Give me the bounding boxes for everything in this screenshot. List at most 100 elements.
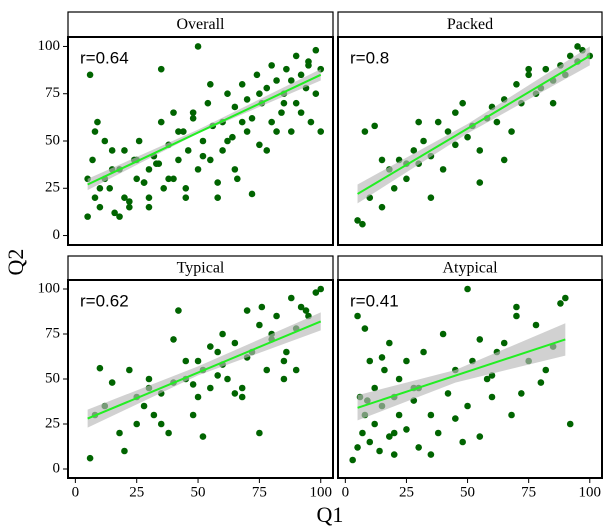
point: [390, 429, 398, 437]
point: [231, 166, 239, 173]
point: [263, 84, 271, 92]
point: [488, 393, 496, 401]
point: [101, 137, 109, 145]
point: [214, 179, 221, 186]
point: [224, 375, 231, 383]
point: [371, 420, 378, 428]
x-tick-label: 0: [72, 484, 80, 500]
point: [256, 141, 263, 149]
point: [243, 307, 251, 314]
point: [297, 109, 305, 116]
point: [126, 366, 133, 374]
point: [305, 62, 312, 69]
point: [238, 393, 246, 401]
point: [386, 339, 393, 347]
point: [403, 175, 410, 183]
point: [224, 137, 231, 145]
point: [145, 203, 153, 211]
point: [268, 118, 275, 126]
y-tick-label: 100: [38, 280, 61, 296]
point: [566, 420, 574, 428]
point: [354, 444, 361, 451]
point: [283, 348, 290, 356]
point: [145, 375, 153, 383]
y-tick-label: 0: [53, 227, 61, 243]
point: [532, 321, 540, 329]
point: [189, 381, 197, 388]
point: [518, 390, 525, 397]
point: [476, 179, 484, 186]
strip: [67, 11, 334, 38]
y-axis-label: Q2: [3, 249, 28, 276]
point: [256, 429, 263, 437]
point: [258, 303, 266, 311]
y-tick-label: 100: [38, 38, 61, 54]
point: [140, 179, 148, 186]
plot-border: [67, 279, 334, 479]
point: [427, 411, 435, 419]
point: [297, 303, 305, 311]
point: [256, 321, 263, 329]
point: [403, 357, 410, 365]
point: [366, 438, 374, 446]
point: [280, 99, 288, 107]
point: [231, 390, 239, 397]
point: [165, 429, 172, 437]
point: [214, 348, 221, 356]
point: [126, 198, 133, 205]
x-tick-label: 75: [521, 484, 536, 500]
point: [537, 379, 545, 386]
point: [562, 294, 569, 302]
point: [229, 133, 236, 141]
point: [542, 366, 550, 374]
point: [513, 80, 520, 88]
point: [395, 375, 403, 383]
point: [91, 128, 99, 135]
strip-title: Overall: [177, 16, 226, 33]
point: [94, 118, 101, 126]
point: [415, 444, 422, 451]
point: [253, 71, 261, 79]
point: [513, 312, 520, 320]
point: [361, 128, 369, 135]
y-tick-label: 75: [45, 85, 60, 101]
point: [292, 52, 300, 60]
point: [378, 156, 386, 164]
point: [312, 90, 320, 98]
x-axis-label: Q1: [317, 502, 344, 527]
point: [390, 184, 398, 192]
point: [476, 336, 484, 343]
point: [207, 343, 214, 350]
point: [287, 294, 295, 302]
point: [194, 357, 202, 365]
point: [386, 433, 393, 440]
point: [525, 65, 532, 73]
point: [427, 194, 435, 202]
x-tick-label: 50: [191, 484, 206, 500]
y-tick-label: 50: [45, 370, 60, 386]
fit-line: [87, 320, 322, 420]
y-tick-label: 0: [53, 460, 61, 476]
point: [359, 220, 366, 228]
point: [354, 217, 361, 224]
point: [106, 184, 114, 192]
point: [180, 128, 187, 135]
point: [312, 289, 320, 296]
point: [108, 147, 116, 154]
point: [126, 203, 133, 211]
point: [439, 330, 447, 338]
point: [238, 384, 246, 392]
point: [224, 90, 231, 98]
point: [219, 147, 226, 154]
point: [157, 420, 165, 428]
point: [415, 118, 422, 126]
point: [199, 433, 207, 440]
point: [302, 307, 310, 314]
point: [263, 147, 271, 154]
point: [452, 415, 459, 422]
plot-border: [337, 36, 603, 246]
point: [381, 366, 388, 374]
point: [287, 128, 295, 135]
point: [566, 52, 574, 60]
point: [157, 65, 165, 73]
